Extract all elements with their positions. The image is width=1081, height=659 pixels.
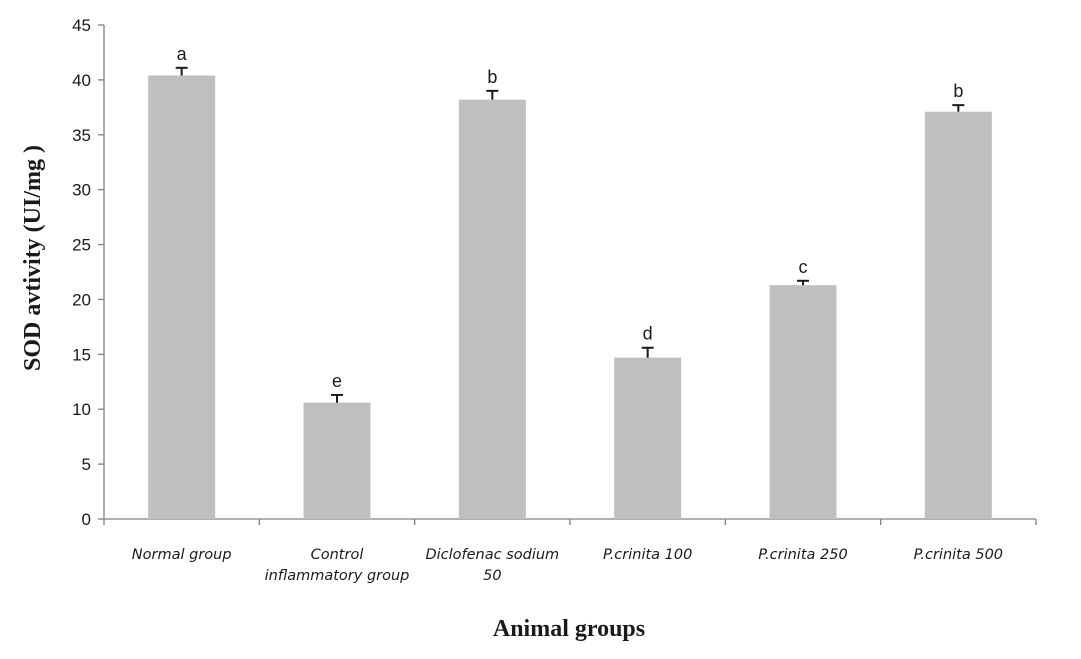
category-label: P.crinita 250: [758, 547, 847, 563]
y-tick-label: 35: [72, 126, 91, 145]
y-tick-label: 45: [72, 16, 91, 35]
significance-letter: c: [799, 257, 808, 277]
category-label: Normal group: [132, 547, 232, 563]
bar: [924, 111, 992, 520]
bar-series: [148, 75, 992, 520]
y-tick-label: 40: [72, 71, 91, 90]
category-label: Diclofenac sodium 50: [425, 547, 559, 584]
error-bar-series: [175, 66, 965, 403]
significance-letter: a: [177, 44, 188, 64]
y-tick-label: 15: [72, 345, 91, 364]
y-axis-title: SOD avtivity (UI/mg ): [20, 145, 46, 371]
category-label: Control inflammatory group: [265, 547, 410, 584]
y-tick-label: 25: [72, 236, 91, 255]
bar: [614, 357, 682, 519]
y-tick-label: 30: [72, 181, 91, 200]
significance-letter: d: [643, 324, 653, 344]
significance-letter: e: [332, 371, 342, 391]
y-tick-label: 10: [72, 400, 91, 419]
bar: [769, 285, 837, 519]
bar: [303, 402, 371, 519]
x-axis-ticks: [103, 519, 1037, 525]
y-axis-ticks: 0 5 10 15 20 25 30 35 40 45: [72, 16, 104, 529]
y-tick-label: 20: [72, 290, 91, 309]
y-tick-label: 5: [82, 455, 91, 474]
y-tick-label: 0: [82, 510, 91, 529]
x-axis-title: Animal groups: [493, 616, 645, 642]
bar: [148, 75, 216, 520]
bar: [458, 99, 526, 519]
significance-letter: b: [953, 81, 963, 101]
significance-letters: a e b d c b: [177, 44, 964, 391]
significance-letter: b: [487, 67, 497, 87]
category-label: P.crinita 100: [603, 547, 692, 563]
category-labels: Normal group Control inflammatory group Dic…: [132, 547, 1003, 584]
plot-area: 0 5 10 15 20 25 30 35 40 45 a e b d c b Normal group Co…: [72, 16, 1037, 584]
category-label: P.crinita 500: [914, 547, 1003, 563]
